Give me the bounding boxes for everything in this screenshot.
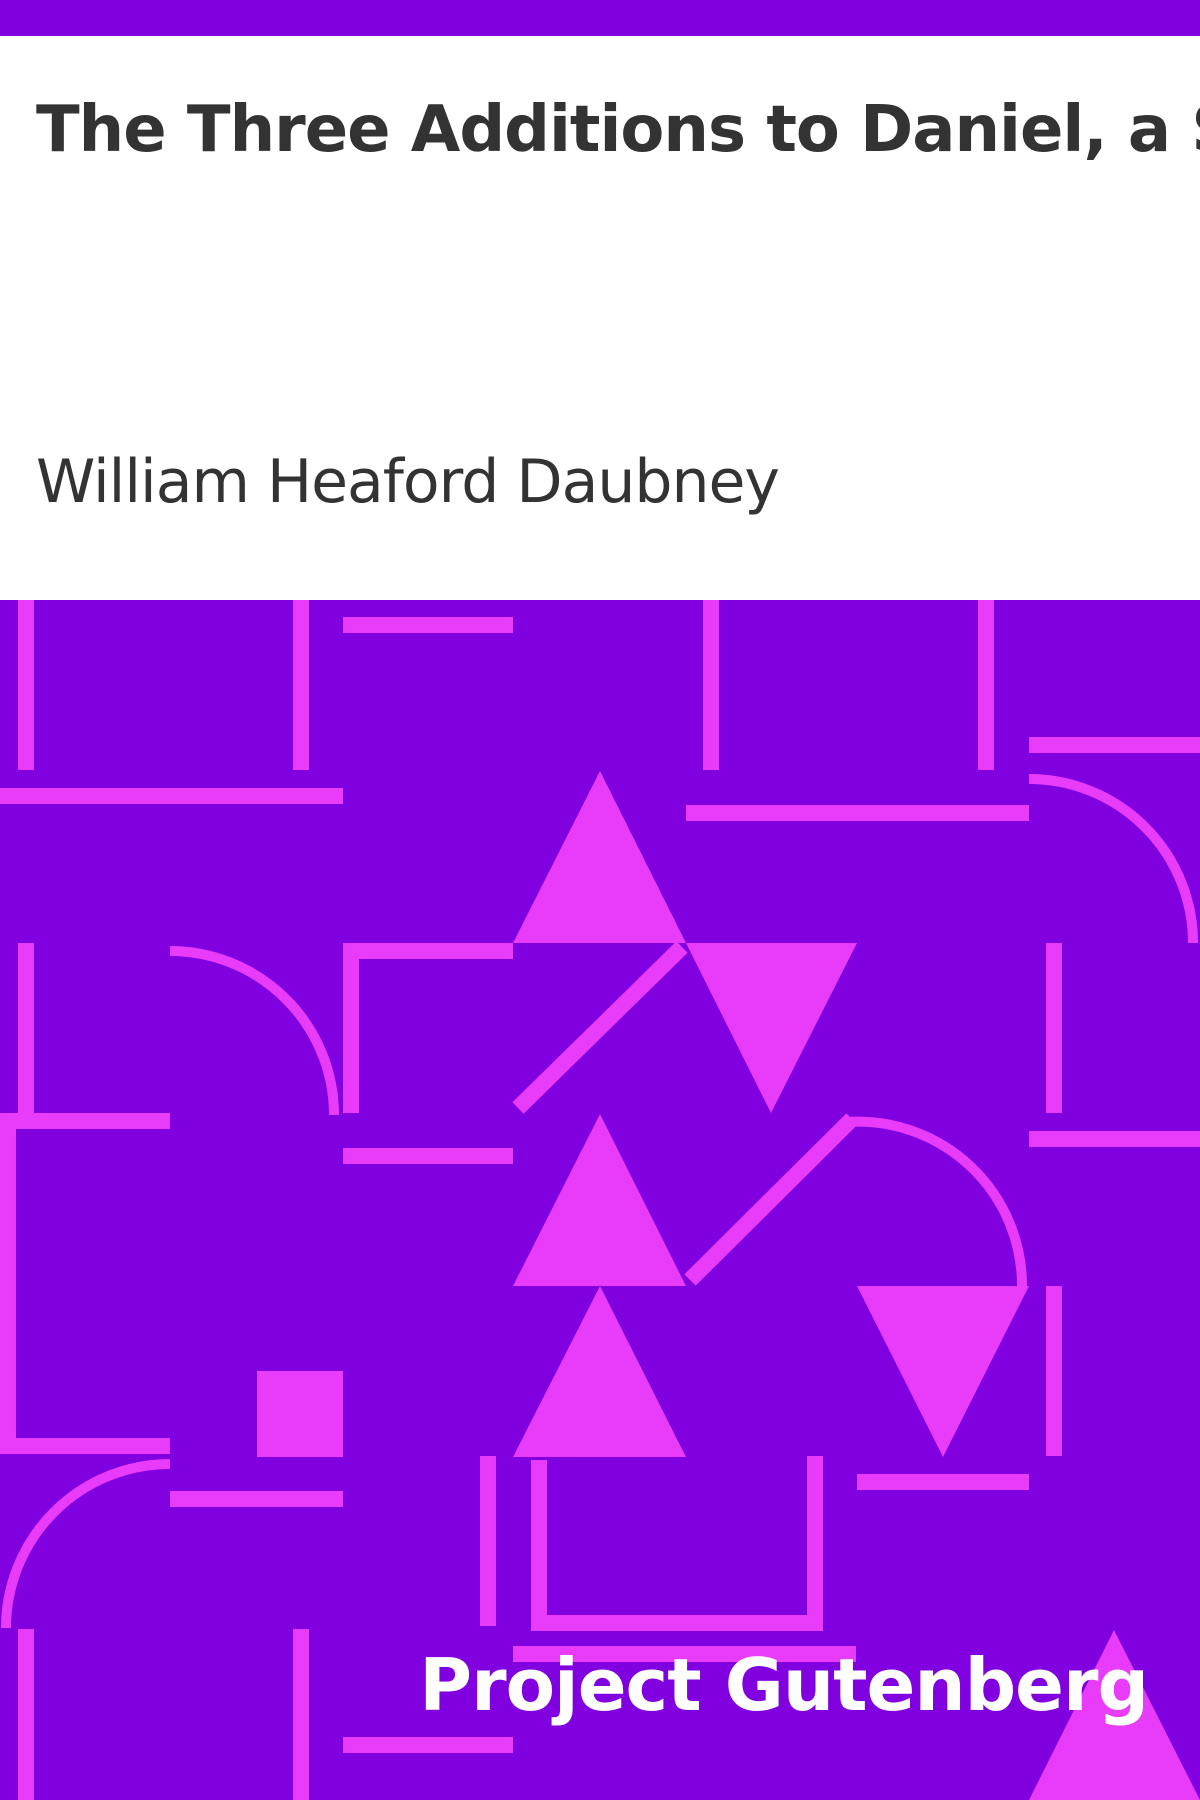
pattern-bar — [480, 1456, 496, 1626]
pattern-bar — [18, 600, 34, 770]
pattern-triangle-up — [513, 1114, 686, 1286]
pattern-diagonal — [512, 941, 688, 1114]
pattern-bar — [857, 1474, 1029, 1490]
pattern-bar — [0, 788, 343, 804]
pattern-arc — [846, 1116, 1028, 1287]
pattern-step — [343, 943, 513, 1113]
pattern-bar — [978, 600, 994, 770]
pattern-triangle-up — [513, 771, 686, 943]
pattern-triangle-up — [513, 1286, 686, 1457]
pattern-bar — [1046, 1286, 1062, 1456]
geometric-pattern — [0, 600, 1200, 1800]
pattern-lines — [343, 941, 858, 1631]
pattern-bar — [18, 1629, 34, 1800]
pattern-triangle-down — [857, 1286, 1029, 1457]
pattern-bar — [0, 1113, 170, 1129]
pattern-bar — [0, 1438, 170, 1454]
pattern-bar — [18, 943, 34, 1113]
pattern-bar — [513, 1646, 856, 1662]
pattern-bar — [1046, 943, 1062, 1113]
pattern-arc — [1028, 774, 1198, 944]
pattern-bar — [343, 617, 513, 633]
pattern-bar — [170, 1491, 343, 1507]
pattern-shapes — [0, 600, 1200, 1800]
pattern-triangle-up — [1029, 1630, 1200, 1800]
pattern-arcs — [1, 774, 1198, 1629]
book-title: The Three Additions to Daniel, a Study — [36, 93, 1200, 167]
pattern-bar — [0, 1113, 16, 1443]
pattern-diagonal — [684, 1113, 858, 1286]
pattern-bar — [343, 1737, 513, 1753]
top-color-band — [0, 0, 1200, 36]
publisher-logo-text: Project Gutenberg — [419, 1643, 1149, 1727]
pattern-bar — [1029, 1131, 1200, 1147]
pattern-bar — [686, 805, 1029, 821]
pattern-bar — [1029, 737, 1200, 753]
pattern-arc — [1, 1459, 171, 1629]
pattern-bar — [293, 600, 309, 770]
pattern-bar — [703, 600, 719, 770]
pattern-bracket — [531, 1460, 823, 1631]
pattern-square — [257, 1371, 343, 1457]
pattern-arc — [169, 946, 339, 1116]
book-author: William Heaford Daubney — [36, 447, 780, 517]
pattern-bar — [343, 1148, 513, 1164]
pattern-bar — [293, 1629, 309, 1800]
pattern-triangle-down — [686, 943, 857, 1113]
